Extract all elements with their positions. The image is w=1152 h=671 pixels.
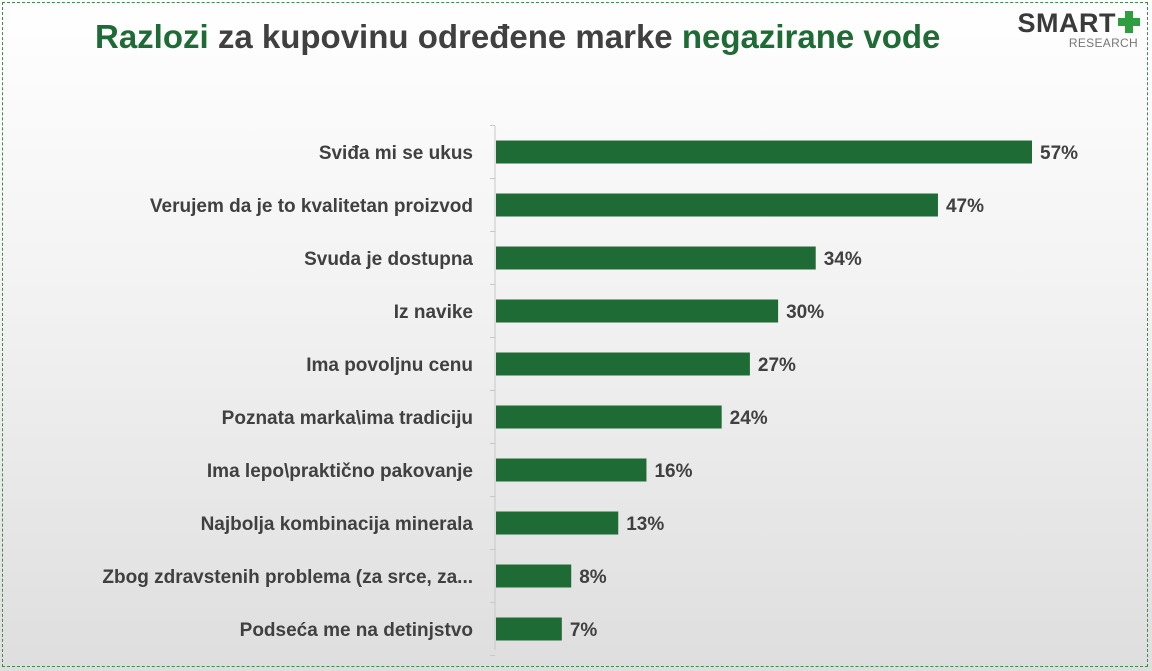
- category-label: Podseća me na detinjstvo: [240, 620, 473, 641]
- title-highlight-1: Razlozi: [95, 18, 209, 55]
- title-highlight-2: negazirane vode: [681, 18, 941, 55]
- logo-plus-icon: [1118, 11, 1140, 33]
- bar: [496, 511, 619, 535]
- value-label: 27%: [758, 355, 796, 376]
- bar: [496, 405, 722, 429]
- title-middle: za kupovinu određene marke: [208, 18, 682, 55]
- bar: [496, 193, 938, 217]
- bar: [496, 299, 779, 323]
- logo-wordmark: SMART: [1017, 8, 1116, 38]
- category-label: Poznata marka\ima tradiciju: [222, 408, 473, 429]
- category-label: Ima lepo\praktično pakovanje: [207, 461, 473, 482]
- bar: [496, 617, 562, 641]
- value-label: 7%: [570, 620, 598, 641]
- bar: [496, 246, 816, 270]
- category-label: Verujem da je to kvalitetan proizvod: [150, 196, 473, 217]
- category-label: Iz navike: [394, 302, 473, 323]
- chart-title: Razlozi za kupovinu određene marke negaz…: [95, 18, 940, 56]
- category-label: Zbog zdravstenih problema (za srce, za..…: [102, 567, 473, 588]
- value-label: 57%: [1040, 143, 1078, 164]
- value-label: 13%: [626, 514, 664, 535]
- logo-subtitle: RESEARCH: [1068, 36, 1138, 50]
- category-label: Svuda je dostupna: [304, 249, 473, 270]
- value-label: 47%: [946, 196, 984, 217]
- value-label: 34%: [824, 249, 862, 270]
- category-label: Sviđa mi se ukus: [319, 143, 473, 164]
- category-label: Ima povoljnu cenu: [306, 355, 473, 376]
- value-label: 16%: [654, 461, 692, 482]
- bar: [496, 140, 1032, 164]
- value-label: 30%: [786, 302, 824, 323]
- smart-research-logo: SMART RESEARCH: [1010, 8, 1140, 52]
- value-label: 8%: [579, 567, 607, 588]
- bar: [496, 458, 647, 482]
- value-label: 24%: [730, 408, 768, 429]
- category-label: Najbolja kombinacija minerala: [201, 514, 474, 535]
- bar: [496, 564, 572, 588]
- bar: [496, 352, 750, 376]
